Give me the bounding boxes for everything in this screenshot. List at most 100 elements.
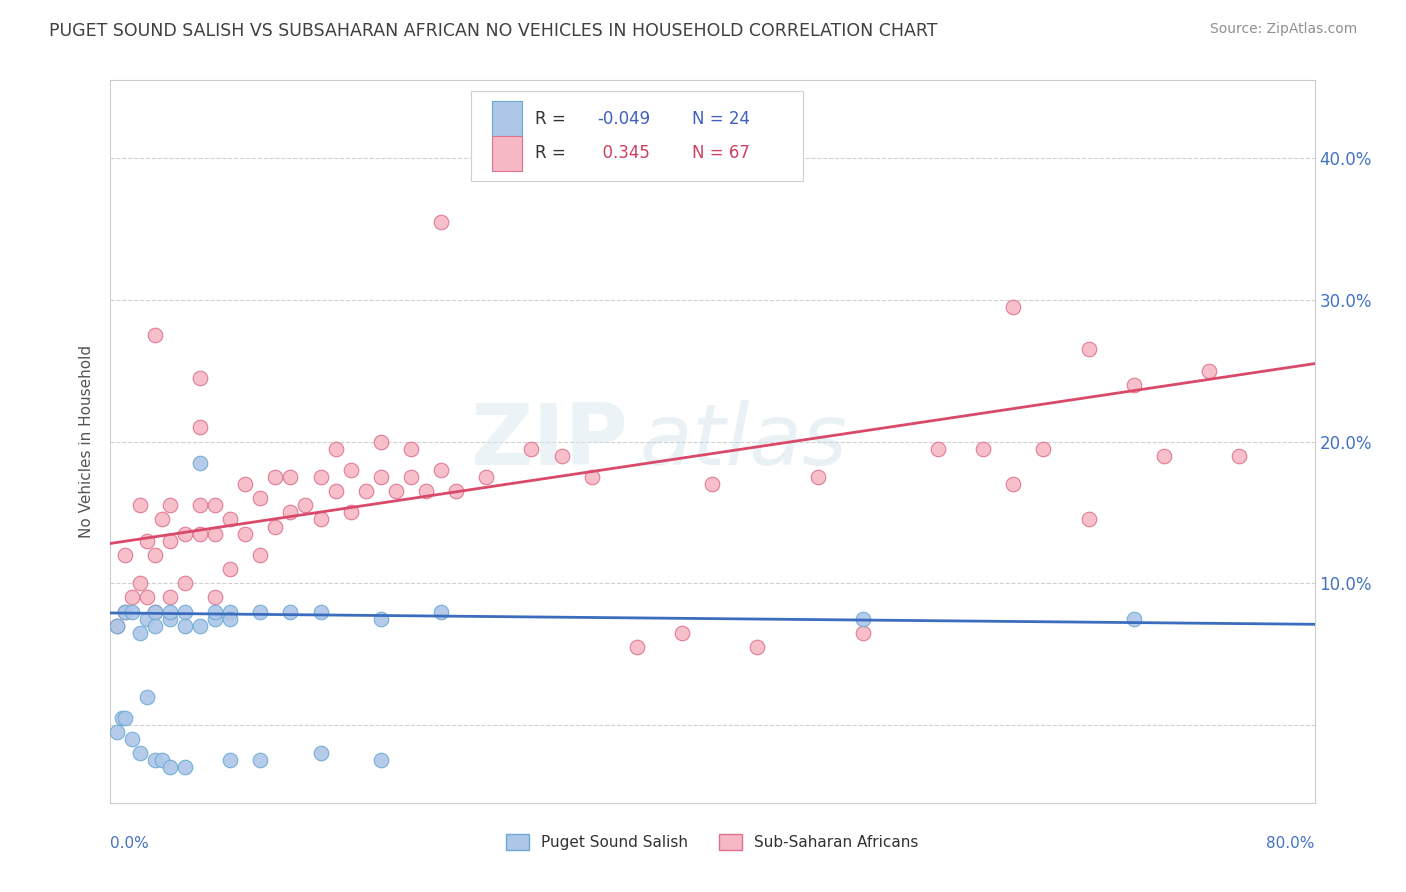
FancyBboxPatch shape	[471, 91, 803, 181]
Point	[370, 612, 392, 626]
Point	[415, 484, 437, 499]
Point	[105, 725, 128, 739]
Text: R =: R =	[536, 145, 571, 162]
Point	[747, 640, 769, 654]
Point	[550, 449, 572, 463]
FancyBboxPatch shape	[492, 136, 522, 170]
Text: R =: R =	[536, 110, 571, 128]
Point	[927, 442, 949, 456]
Point	[309, 512, 332, 526]
Point	[399, 442, 422, 456]
Point	[233, 477, 256, 491]
Point	[219, 605, 242, 619]
Text: N = 67: N = 67	[692, 145, 749, 162]
Point	[520, 442, 543, 456]
Point	[671, 625, 693, 640]
Point	[444, 484, 467, 499]
Point	[370, 753, 392, 767]
Point	[475, 470, 498, 484]
Point	[114, 605, 136, 619]
Point	[430, 605, 453, 619]
Point	[188, 420, 211, 434]
Point	[174, 576, 197, 591]
Point	[370, 434, 392, 449]
Point	[219, 512, 242, 526]
Point	[280, 605, 302, 619]
Point	[143, 605, 166, 619]
Point	[430, 463, 453, 477]
Point	[204, 498, 226, 512]
Point	[121, 605, 143, 619]
Point	[159, 498, 181, 512]
Point	[174, 760, 197, 774]
Point	[626, 640, 648, 654]
Point	[339, 463, 361, 477]
Point	[1122, 612, 1144, 626]
Point	[1153, 449, 1175, 463]
Point	[114, 548, 136, 562]
Point	[430, 215, 453, 229]
Point	[143, 548, 166, 562]
Point	[354, 484, 377, 499]
Point	[702, 477, 724, 491]
Point	[114, 605, 136, 619]
Point	[159, 533, 181, 548]
Point	[128, 625, 150, 640]
Point	[339, 505, 361, 519]
Point	[264, 519, 287, 533]
Point	[385, 484, 408, 499]
Point	[1122, 377, 1144, 392]
Point	[204, 591, 226, 605]
Point	[581, 470, 603, 484]
Text: 80.0%: 80.0%	[1267, 836, 1315, 851]
Point	[188, 618, 211, 632]
Point	[174, 618, 197, 632]
Point	[325, 484, 347, 499]
Point	[159, 760, 181, 774]
Point	[188, 371, 211, 385]
Point	[1002, 300, 1025, 314]
Point	[188, 498, 211, 512]
Point	[143, 618, 166, 632]
Point	[1198, 364, 1220, 378]
Point	[143, 328, 166, 343]
Legend: Puget Sound Salish, Sub-Saharan Africans: Puget Sound Salish, Sub-Saharan Africans	[501, 829, 924, 856]
Point	[370, 470, 392, 484]
Text: 0.345: 0.345	[592, 145, 650, 162]
Point	[972, 442, 994, 456]
Point	[1002, 477, 1025, 491]
Point	[1077, 512, 1099, 526]
Point	[143, 753, 166, 767]
Point	[111, 711, 134, 725]
Point	[105, 618, 128, 632]
Text: atlas: atlas	[640, 400, 848, 483]
Point	[1032, 442, 1054, 456]
Text: N = 24: N = 24	[692, 110, 749, 128]
Point	[249, 753, 271, 767]
Point	[105, 618, 128, 632]
Point	[121, 732, 143, 747]
Point	[280, 505, 302, 519]
Point	[136, 533, 159, 548]
Point	[219, 562, 242, 576]
Point	[136, 612, 159, 626]
Point	[136, 690, 159, 704]
Point	[159, 591, 181, 605]
Point	[249, 491, 271, 506]
Text: Source: ZipAtlas.com: Source: ZipAtlas.com	[1209, 22, 1357, 37]
Point	[294, 498, 316, 512]
Point	[852, 625, 875, 640]
Point	[128, 746, 150, 760]
Text: 0.0%: 0.0%	[110, 836, 149, 851]
Point	[806, 470, 828, 484]
Point	[1227, 449, 1250, 463]
Point	[309, 746, 332, 760]
Point	[309, 470, 332, 484]
Point	[233, 526, 256, 541]
Point	[249, 605, 271, 619]
Point	[204, 612, 226, 626]
Point	[188, 456, 211, 470]
Point	[174, 605, 197, 619]
Point	[852, 612, 875, 626]
Point	[143, 605, 166, 619]
